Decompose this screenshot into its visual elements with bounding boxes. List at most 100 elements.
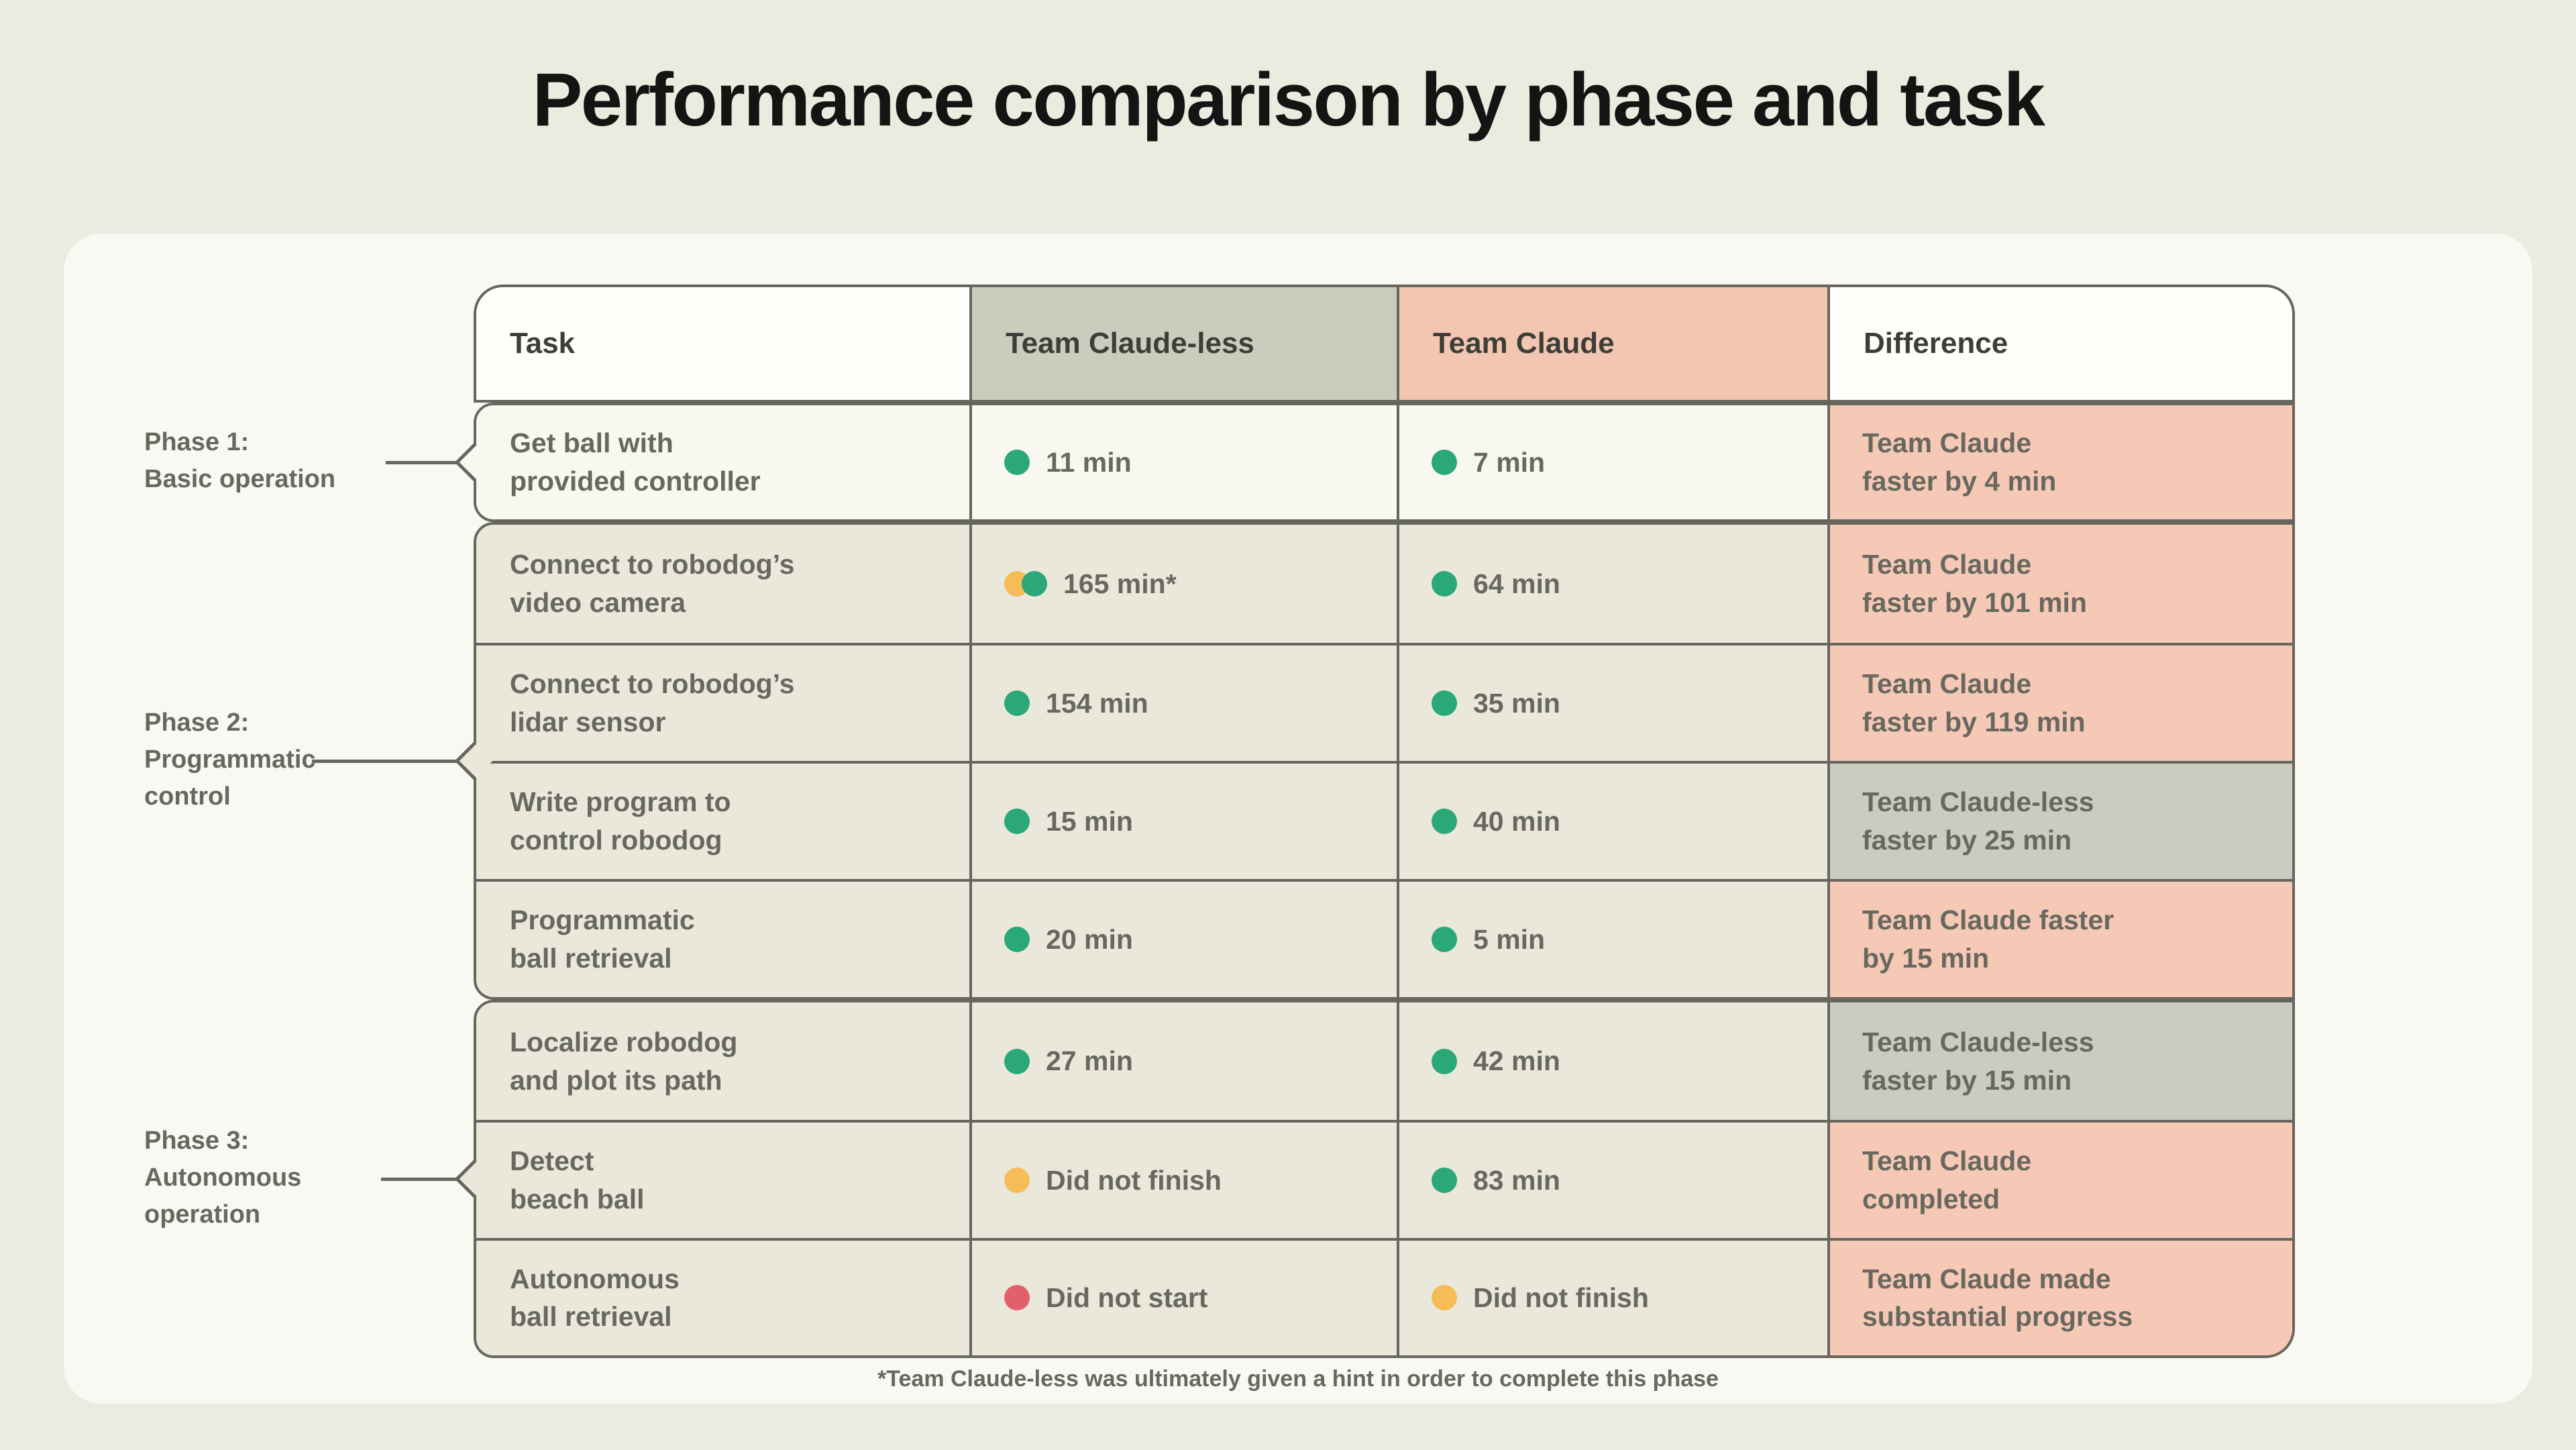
green-status-icon — [1004, 1048, 1030, 1074]
green-status-icon — [1004, 809, 1030, 834]
phase-1-label: Phase 1: Basic operation — [144, 424, 335, 498]
phase-2-connector-line — [312, 760, 464, 763]
result-text: Did not finish — [1046, 1164, 1222, 1196]
green-status-icon — [1004, 690, 1030, 716]
status-dots — [1432, 927, 1457, 952]
green-status-icon — [1432, 1167, 1457, 1193]
phase-2-group: Connect to robodog’s video camera 165 min*… — [474, 522, 2295, 1000]
column-header-task: Task — [476, 287, 969, 400]
amber-status-icon — [1004, 1167, 1030, 1193]
result-text: 154 min — [1046, 687, 1148, 719]
result-text: 165 min* — [1063, 568, 1177, 599]
result-text: 15 min — [1046, 805, 1133, 837]
result-text: 27 min — [1046, 1045, 1133, 1077]
claude-result-cell: 40 min — [1397, 764, 1827, 879]
footnote: *Team Claude-less was ultimately given a… — [877, 1366, 1719, 1392]
green-status-icon — [1432, 450, 1457, 475]
phase-1-group: Get ball with provided controller 11 min 7 … — [474, 403, 2295, 522]
result-text: 11 min — [1046, 446, 1132, 478]
phase-label-line: Phase 1: — [144, 428, 250, 456]
claudeless-result-cell: 20 min — [969, 882, 1397, 997]
result-text: 42 min — [1473, 1045, 1560, 1077]
status-dots — [1004, 927, 1030, 952]
claude-result-cell: 42 min — [1397, 1002, 1827, 1121]
difference-cell: Team Claude-less faster by 25 min — [1827, 764, 2292, 879]
claude-result-cell: 35 min — [1397, 645, 1827, 761]
status-dots — [1432, 690, 1457, 716]
claudeless-result-cell: 165 min* — [969, 525, 1397, 643]
green-status-icon — [1432, 809, 1457, 834]
task-cell: Localize robodog and plot its path — [476, 1002, 969, 1121]
table-row: Autonomous ball retrieval Did not start Did… — [476, 1237, 2292, 1355]
task-cell: Write program to control robodog — [476, 764, 969, 879]
claudeless-result-cell: 11 min — [969, 405, 1397, 519]
page-title: Performance comparison by phase and task — [532, 58, 2045, 142]
green-status-icon — [1004, 927, 1030, 952]
table-row: Connect to robodog’s lidar sensor 154 min 3… — [476, 643, 2292, 761]
claudeless-result-cell: 15 min — [969, 764, 1397, 879]
task-cell: Autonomous ball retrieval — [476, 1240, 969, 1355]
phase-label-line: Autonomous — [144, 1163, 302, 1192]
claude-result-cell: 5 min — [1397, 882, 1827, 997]
table-row: Connect to robodog’s video camera 165 min*… — [476, 525, 2292, 643]
status-dots — [1004, 1285, 1030, 1311]
result-text: 5 min — [1473, 923, 1546, 955]
claudeless-result-cell: 27 min — [969, 1002, 1397, 1121]
task-cell: Programmatic ball retrieval — [476, 882, 969, 997]
result-text: Did not finish — [1473, 1282, 1649, 1314]
claude-result-cell: Did not finish — [1397, 1240, 1827, 1355]
green-status-icon — [1432, 1048, 1457, 1074]
result-text: Did not start — [1046, 1282, 1208, 1314]
difference-cell: Team Claude faster by 4 min — [1827, 405, 2292, 519]
difference-cell: Team Claude completed — [1827, 1123, 2292, 1238]
difference-cell: Team Claude-less faster by 15 min — [1827, 1002, 2292, 1121]
task-cell: Detect beach ball — [476, 1123, 969, 1238]
status-dots — [1432, 809, 1457, 834]
status-dots — [1432, 1048, 1457, 1074]
result-text: 7 min — [1473, 446, 1546, 478]
table-row: Get ball with provided controller 11 min 7 … — [476, 405, 2292, 519]
amber-status-icon — [1432, 1285, 1457, 1311]
phase-label-line: Phase 3: — [144, 1127, 250, 1155]
difference-cell: Team Claude faster by 15 min — [1827, 882, 2292, 997]
green-status-icon — [1004, 450, 1030, 475]
claude-result-cell: 64 min — [1397, 525, 1827, 643]
claudeless-result-cell: Did not start — [969, 1240, 1397, 1355]
result-text: 20 min — [1046, 923, 1133, 955]
column-header-difference: Difference — [1827, 287, 2292, 400]
result-text: 83 min — [1473, 1164, 1560, 1196]
status-dots — [1432, 1285, 1457, 1311]
column-header-claude: Team Claude — [1397, 287, 1827, 400]
phase-3-group: Localize robodog and plot its path 27 min 4… — [474, 1000, 2295, 1358]
header-row: Task Team Claude-less Team Claude Differ… — [476, 287, 2292, 400]
difference-cell: Team Claude made substantial progress — [1827, 1240, 2292, 1355]
phase-label-line: Basic operation — [144, 465, 336, 494]
status-dots — [1004, 450, 1030, 475]
claude-result-cell: 83 min — [1397, 1123, 1827, 1238]
phase-3-connector-line — [381, 1178, 464, 1181]
task-cell: Connect to robodog’s video camera — [476, 525, 969, 643]
result-text: 64 min — [1473, 568, 1560, 599]
claude-result-cell: 7 min — [1397, 405, 1827, 519]
phase-label-line: Phase 2: — [144, 709, 250, 737]
task-cell: Get ball with provided controller — [476, 405, 969, 519]
status-dots — [1432, 1167, 1457, 1193]
phase-label-line: control — [144, 782, 231, 811]
table-row: Programmatic ball retrieval 20 min 5 min Tea… — [476, 879, 2292, 997]
red-status-icon — [1004, 1285, 1030, 1311]
difference-cell: Team Claude faster by 101 min — [1827, 525, 2292, 643]
status-dots — [1004, 690, 1030, 716]
green-status-icon — [1432, 690, 1457, 716]
green-status-icon — [1432, 571, 1457, 597]
result-text: 35 min — [1473, 687, 1560, 719]
claudeless-result-cell: 154 min — [969, 645, 1397, 761]
task-cell: Connect to robodog’s lidar sensor — [476, 645, 969, 761]
status-dots — [1004, 571, 1047, 597]
result-text: 40 min — [1473, 805, 1560, 837]
status-dots — [1432, 571, 1457, 597]
phase-1-connector-line — [386, 461, 464, 464]
phase-label-line: operation — [144, 1200, 261, 1229]
status-dots — [1432, 450, 1457, 475]
green-status-icon — [1022, 571, 1047, 597]
